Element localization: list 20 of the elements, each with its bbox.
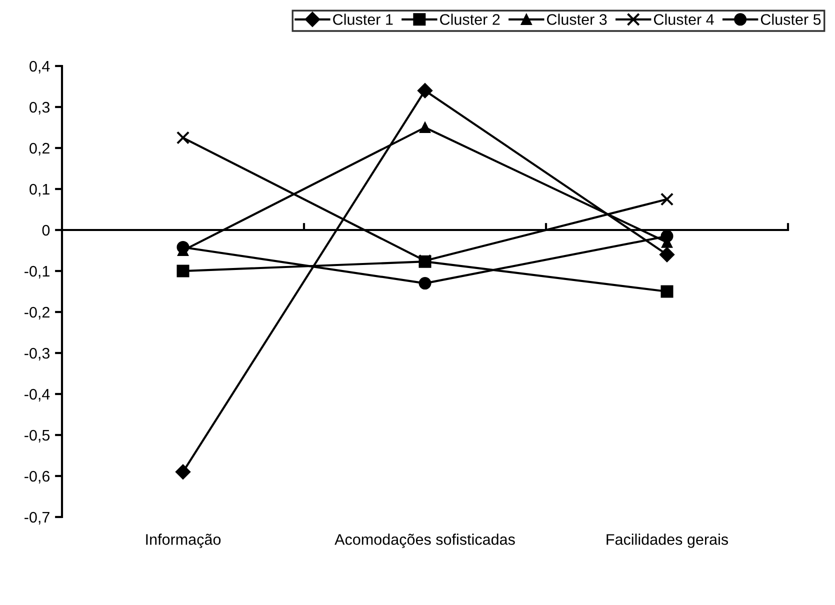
y-tick-label: -0,6: [24, 470, 50, 484]
legend-label: Cluster 2: [440, 14, 500, 25]
y-tick-label: 0,3: [30, 102, 50, 114]
y-tick-label: -0,5: [24, 430, 50, 442]
y-tick-label: -0,1: [24, 266, 50, 278]
y-tick-label: -0,7: [24, 512, 50, 524]
legend-label: Cluster 4: [654, 14, 714, 25]
y-tick-label: -0,3: [24, 348, 50, 360]
x-tick-label: Facilidades gerais: [606, 534, 728, 548]
x-tick-label: Informação: [146, 534, 221, 548]
y-tick-label: -0,4: [24, 388, 50, 402]
y-tick-label: -0,2: [24, 306, 50, 320]
x-tick-label: Acomodações sofisticadas: [334, 534, 515, 548]
legend-label: Cluster 1: [333, 14, 393, 25]
legend-label: Cluster 5: [760, 14, 821, 25]
y-tick-label: 0,1: [30, 184, 50, 196]
y-tick-label: 0: [42, 224, 50, 236]
y-tick-label: 0,2: [30, 142, 50, 156]
y-tick-label: 0,4: [30, 60, 50, 74]
legend-label: Cluster 3: [547, 14, 607, 25]
